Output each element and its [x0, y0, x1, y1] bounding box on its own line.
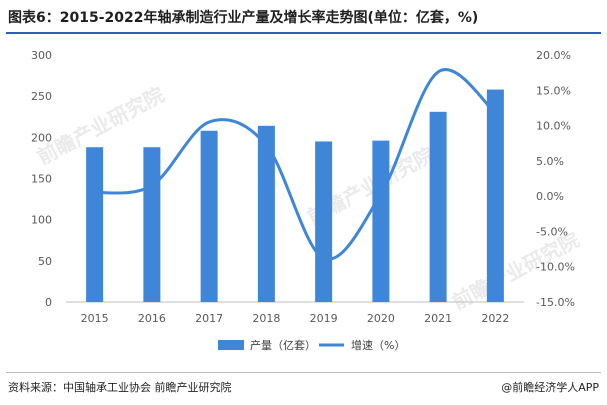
footer-divider [6, 372, 601, 373]
x-tick-label: 2019 [310, 312, 338, 325]
y-left-tick-label: 300 [31, 49, 52, 62]
legend-line-label: 增速（%） [351, 338, 405, 352]
legend-bar-swatch [218, 340, 244, 350]
x-tick-label: 2018 [252, 312, 280, 325]
y-right-tick-label: 15.0% [536, 84, 571, 97]
chart-title: 图表6：2015-2022年轴承制造行业产量及增长率走势图(单位：亿套，%) [8, 10, 479, 26]
y-left-tick-label: 0 [45, 296, 52, 309]
y-right-tick-label: 0.0% [536, 190, 564, 203]
y-left-tick-label: 100 [31, 214, 52, 227]
bar [315, 141, 333, 302]
bar [143, 147, 161, 302]
bar [429, 111, 447, 302]
bar [486, 89, 504, 302]
y-left-tick-label: 250 [31, 90, 52, 103]
bar [86, 147, 104, 302]
y-left-tick-label: 50 [38, 255, 52, 268]
x-tick-label: 2017 [195, 312, 223, 325]
bar [372, 140, 390, 302]
y-left-tick-label: 200 [31, 131, 52, 144]
y-right-tick-label: 5.0% [536, 155, 564, 168]
y-right-tick-label: -5.0% [536, 225, 568, 238]
x-tick-label: 2022 [481, 312, 509, 325]
x-tick-label: 2020 [367, 312, 395, 325]
y-right-tick-label: 20.0% [536, 49, 571, 62]
y-right-tick-label: -10.0% [536, 261, 575, 274]
y-left-tick-label: 150 [31, 173, 52, 186]
title-divider [6, 32, 601, 34]
bar [200, 130, 218, 302]
bar [257, 125, 275, 302]
credit-note: @前瞻经济学人APP [501, 381, 599, 394]
y-right-tick-label: 10.0% [536, 120, 571, 133]
x-tick-label: 2021 [424, 312, 452, 325]
source-note: 资料来源：中国轴承工业协会 前瞻产业研究院 [8, 381, 232, 394]
legend-bar-label: 产量（亿套） [250, 338, 316, 352]
growth-line [93, 68, 497, 261]
y-right-tick-label: -15.0% [536, 296, 575, 309]
x-tick-label: 2016 [138, 312, 166, 325]
x-tick-label: 2015 [81, 312, 109, 325]
